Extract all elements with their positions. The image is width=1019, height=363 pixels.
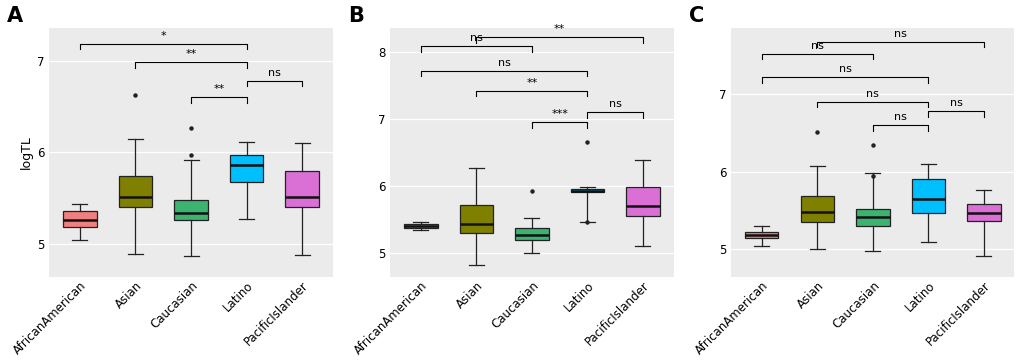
Text: ns: ns [865,89,878,99]
Text: ns: ns [810,41,823,51]
Bar [911,179,945,213]
Bar [966,204,1000,221]
Bar [229,155,263,182]
Text: ns: ns [470,33,482,44]
Text: A: A [7,6,23,26]
Bar [626,187,659,216]
Text: ns: ns [894,112,906,122]
Bar [63,211,97,227]
Text: *: * [160,31,166,41]
Bar [285,171,318,207]
Text: **: ** [553,24,565,34]
Bar [855,209,889,226]
Bar [571,189,603,192]
Text: ns: ns [838,64,851,74]
Text: ns: ns [608,99,621,109]
Bar [800,196,834,222]
Text: ns: ns [894,29,906,38]
Text: ***: *** [550,109,568,119]
Bar [404,224,437,228]
Text: C: C [688,6,703,26]
Text: ns: ns [497,58,511,68]
Text: ns: ns [949,98,962,109]
Bar [745,232,777,238]
Bar [118,176,152,207]
Text: **: ** [185,49,197,60]
Y-axis label: logTL: logTL [20,135,33,170]
Text: **: ** [213,84,224,94]
Text: B: B [347,6,364,26]
Bar [460,205,492,233]
Text: ns: ns [268,68,280,78]
Bar [174,200,208,220]
Text: **: ** [526,78,537,88]
Bar [515,228,548,240]
